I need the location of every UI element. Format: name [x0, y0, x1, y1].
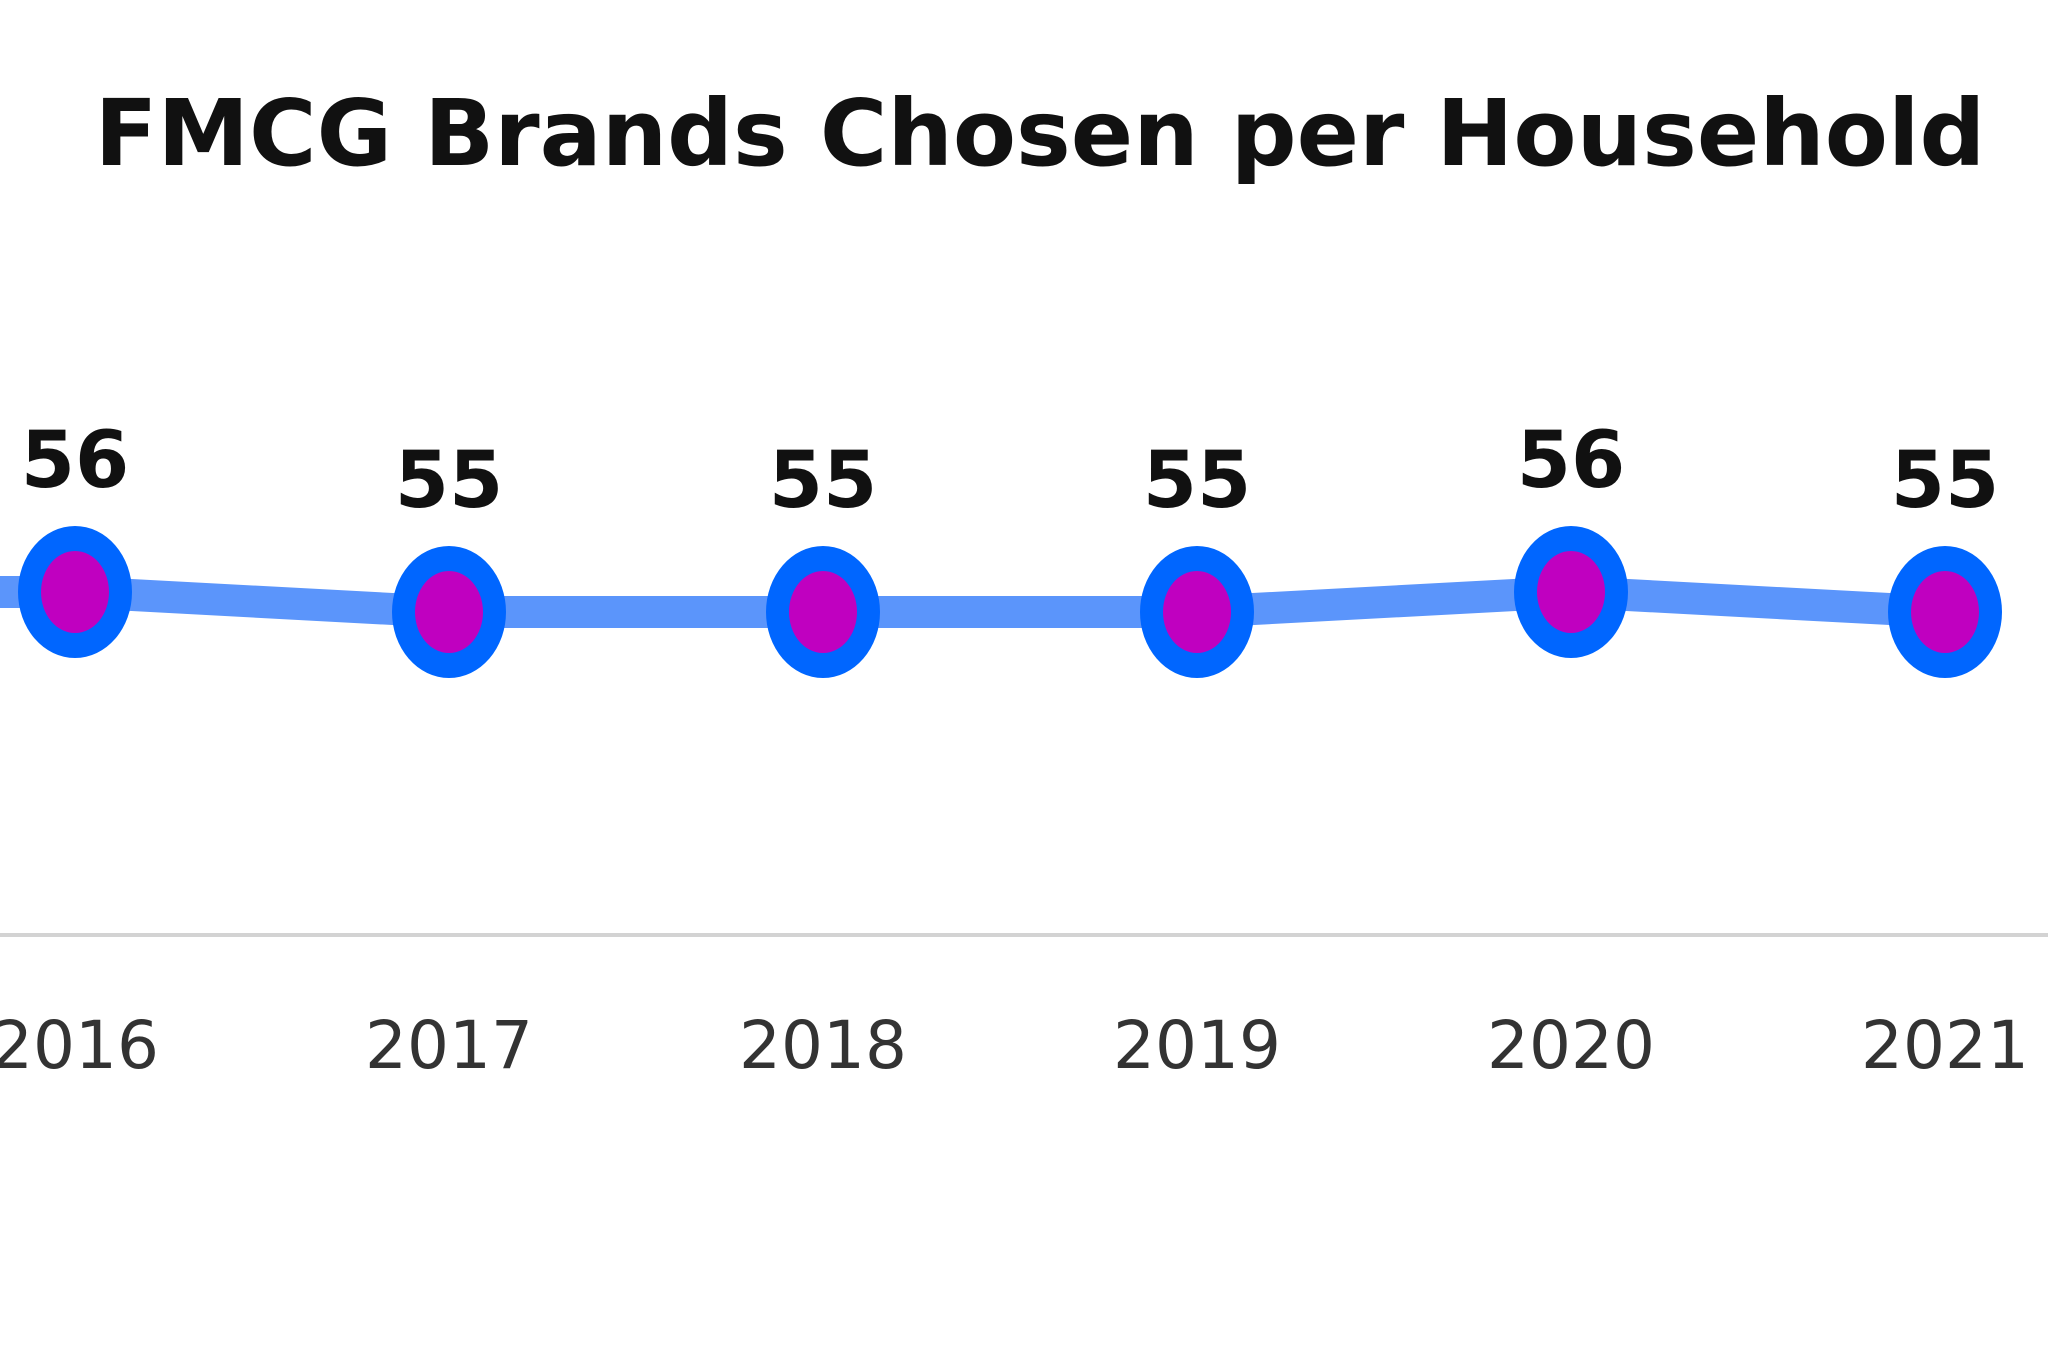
data-point-center-2017 — [415, 571, 483, 653]
data-label-2018: 55 — [769, 436, 878, 526]
x-axis-ticks: 2016 2017 2018 2019 2020 2021 — [0, 1007, 2029, 1084]
data-labels: 56 55 55 55 56 55 — [21, 416, 2000, 526]
data-label-2020: 56 — [1517, 416, 1626, 506]
data-point-center-2021 — [1911, 571, 1979, 653]
chart-title: FMCG Brands Chosen per Household — [95, 80, 1986, 187]
data-point-center-2019 — [1163, 571, 1231, 653]
x-tick-label-2019: 2019 — [1113, 1007, 1281, 1084]
data-label-2017: 55 — [395, 436, 504, 526]
data-label-2021: 55 — [1891, 436, 2000, 526]
x-tick-label-2021: 2021 — [1861, 1007, 2029, 1084]
data-point-center-2018 — [789, 571, 857, 653]
data-point-center-2020 — [1537, 551, 1605, 633]
data-point-center-2016 — [41, 551, 109, 633]
x-tick-label-2018: 2018 — [739, 1007, 907, 1084]
data-label-2019: 55 — [1143, 436, 1252, 526]
x-tick-label-2016: 2016 — [0, 1007, 159, 1084]
data-label-2016: 56 — [21, 416, 130, 506]
x-tick-label-2020: 2020 — [1487, 1007, 1655, 1084]
series-line — [0, 576, 1946, 628]
x-tick-label-2017: 2017 — [365, 1007, 533, 1084]
series-layer — [0, 526, 2002, 678]
